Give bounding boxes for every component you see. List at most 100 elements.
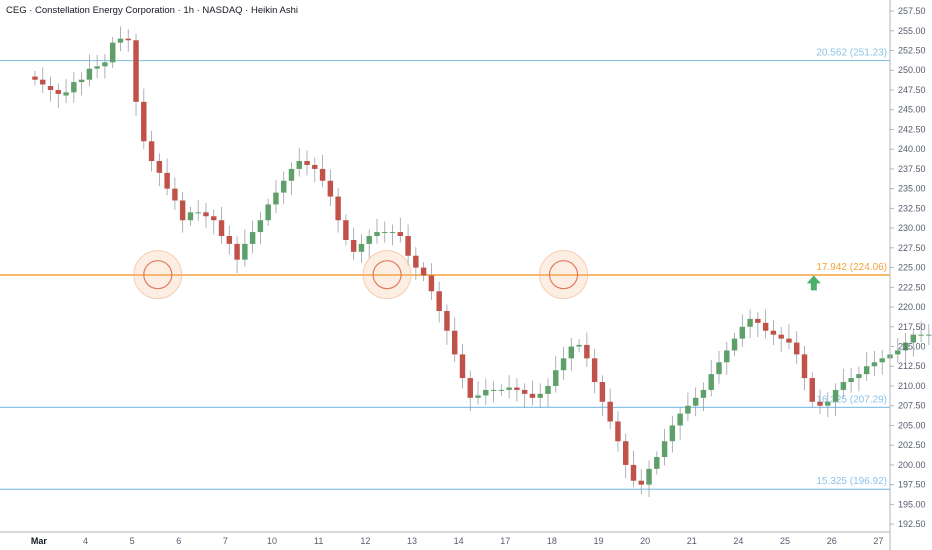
candle[interactable] (646, 460, 652, 497)
candle[interactable] (817, 389, 823, 415)
candle[interactable] (413, 247, 419, 280)
candle[interactable] (78, 72, 85, 96)
candle[interactable] (350, 227, 357, 261)
candle[interactable] (677, 406, 683, 440)
candle[interactable] (708, 359, 714, 397)
candle[interactable] (63, 79, 69, 104)
candle[interactable] (280, 171, 287, 204)
candle[interactable] (879, 349, 885, 375)
x-axis[interactable]: Mar 4 5 6 7 10 11 12 13 14 17 18 19 20 21 24 25 26 27 (31, 536, 883, 546)
candle[interactable] (288, 162, 295, 195)
candle[interactable] (778, 327, 784, 352)
candle[interactable] (436, 281, 442, 323)
candle[interactable] (794, 331, 800, 364)
candle[interactable] (700, 382, 707, 412)
candle[interactable] (226, 225, 233, 255)
candle[interactable] (871, 350, 878, 376)
candle[interactable] (856, 366, 862, 392)
candle[interactable] (560, 346, 567, 380)
candle[interactable] (498, 384, 505, 396)
candle[interactable] (234, 236, 240, 273)
candle[interactable] (32, 70, 38, 86)
candle[interactable] (296, 147, 302, 177)
candle[interactable] (366, 229, 372, 259)
candle[interactable] (428, 263, 435, 300)
candle[interactable] (265, 198, 271, 226)
candle[interactable] (731, 332, 738, 357)
candle[interactable] (615, 411, 621, 452)
candle[interactable] (584, 332, 590, 367)
candle[interactable] (747, 309, 753, 339)
candle[interactable] (490, 381, 497, 403)
candle[interactable] (71, 71, 77, 103)
candle[interactable] (739, 314, 746, 348)
candle[interactable] (179, 191, 186, 233)
candle[interactable] (553, 355, 559, 393)
candle[interactable] (47, 76, 54, 102)
candle[interactable] (568, 337, 575, 371)
candle[interactable] (825, 392, 831, 418)
candle[interactable] (319, 154, 326, 188)
candle[interactable] (669, 415, 676, 453)
candle[interactable] (475, 381, 481, 405)
candle[interactable] (591, 348, 598, 394)
candle[interactable] (770, 320, 777, 346)
candle[interactable] (809, 372, 815, 408)
candle[interactable] (382, 221, 388, 243)
candle[interactable] (801, 345, 808, 391)
candle[interactable] (405, 224, 411, 266)
candle[interactable] (109, 36, 116, 69)
candle[interactable] (420, 261, 427, 282)
candle[interactable] (506, 375, 512, 399)
candle[interactable] (918, 321, 924, 343)
candle[interactable] (910, 328, 917, 357)
candle[interactable] (716, 350, 722, 384)
candle[interactable] (242, 229, 248, 267)
candle[interactable] (397, 217, 404, 243)
candle[interactable] (638, 469, 644, 495)
candle[interactable] (312, 157, 318, 183)
candle[interactable] (55, 83, 62, 109)
candle[interactable] (848, 367, 854, 393)
candle[interactable] (273, 180, 279, 213)
candle[interactable] (654, 451, 660, 475)
candle[interactable] (537, 383, 543, 409)
candle[interactable] (529, 380, 536, 406)
candle[interactable] (304, 150, 310, 176)
candle[interactable] (187, 206, 194, 226)
candle[interactable] (623, 433, 629, 479)
candle[interactable] (832, 383, 839, 416)
candle[interactable] (164, 158, 170, 196)
candle[interactable] (514, 378, 520, 402)
candle[interactable] (389, 224, 396, 246)
candle[interactable] (467, 370, 473, 412)
candle[interactable] (203, 202, 209, 228)
candle[interactable] (576, 339, 582, 353)
candle[interactable] (607, 388, 613, 430)
candle[interactable] (786, 324, 792, 350)
candle[interactable] (762, 309, 769, 339)
candle[interactable] (249, 220, 256, 254)
candle[interactable] (172, 177, 178, 210)
candle[interactable] (211, 209, 217, 235)
candle[interactable] (117, 26, 124, 52)
candle[interactable] (374, 218, 380, 244)
candle[interactable] (218, 206, 225, 244)
candle[interactable] (335, 188, 341, 233)
candle[interactable] (257, 211, 264, 245)
candle[interactable] (599, 375, 606, 416)
candle[interactable] (40, 67, 46, 93)
candle[interactable] (630, 450, 637, 488)
candle[interactable] (926, 324, 932, 346)
candle[interactable] (863, 352, 870, 381)
candle[interactable] (94, 54, 100, 79)
candle[interactable] (148, 130, 155, 172)
candle[interactable] (521, 383, 528, 409)
candle[interactable] (685, 392, 691, 422)
candle[interactable] (692, 387, 699, 417)
candle[interactable] (451, 317, 458, 362)
candle[interactable] (724, 341, 730, 375)
candle[interactable] (902, 333, 909, 362)
candle[interactable] (327, 169, 334, 207)
candle[interactable] (444, 304, 450, 345)
